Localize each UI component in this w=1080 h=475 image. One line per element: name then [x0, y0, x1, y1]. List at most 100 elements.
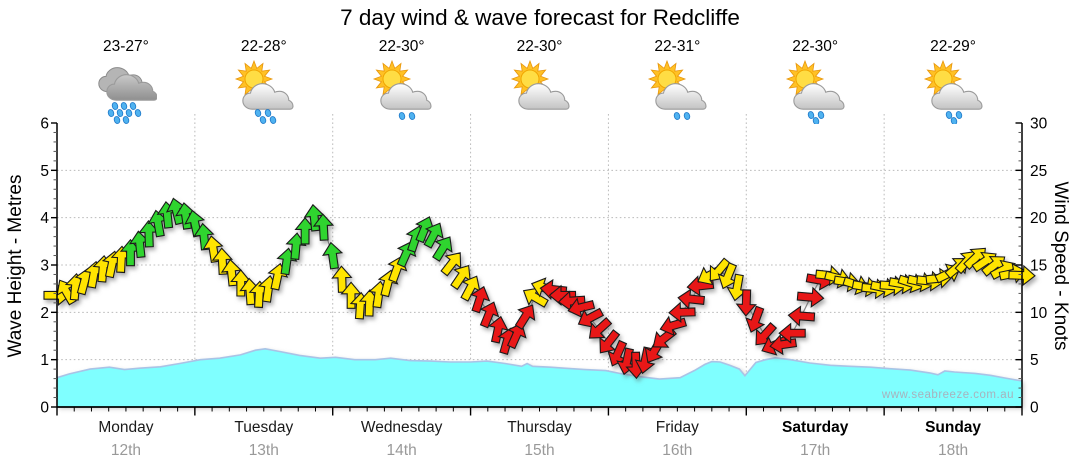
wind-arrow	[487, 315, 509, 344]
raindrop-icon	[259, 116, 266, 124]
cloud-icon	[517, 83, 570, 110]
weather-icon-sun-showers	[786, 60, 845, 124]
right-tick-label: 20	[1030, 210, 1048, 227]
raindrop-icon	[818, 111, 825, 119]
wind-arrow	[796, 286, 825, 308]
left-tick-label: 1	[40, 352, 49, 369]
cloud-icon	[106, 74, 157, 101]
wind-arrow	[787, 305, 816, 327]
wind-arrow	[211, 247, 234, 275]
wind-arrow	[735, 289, 757, 317]
chart-title: 7 day wind & wave forecast for Redcliffe	[340, 5, 740, 30]
wind-arrow	[440, 252, 462, 277]
left-tick-label: 6	[40, 116, 49, 133]
weather-icon-sun-light-shower	[372, 60, 432, 120]
cloud-icon	[931, 83, 983, 110]
raindrop-icon	[120, 102, 128, 110]
weather-icon-sun-showers	[234, 60, 294, 124]
left-tick-label: 5	[40, 163, 49, 180]
day-name-label: Thursday	[507, 419, 572, 436]
wind-arrow	[588, 317, 613, 339]
day-name-label: Saturday	[782, 419, 849, 436]
wind-arrow	[312, 213, 335, 241]
right-tick-label: 25	[1030, 163, 1047, 180]
day-temperature-range: 23-27°	[103, 38, 149, 55]
raindrop-icon	[674, 112, 681, 120]
wind-arrows	[43, 197, 1036, 380]
day-name-label: Tuesday	[234, 419, 294, 436]
raindrop-icon	[950, 117, 958, 124]
wave-height-area	[56, 347, 1023, 407]
raindrop-icon	[684, 112, 691, 120]
raindrop-icon	[134, 109, 142, 117]
day-date-label: 12th	[110, 442, 141, 459]
raindrop-icon	[111, 102, 119, 110]
sun-icon	[923, 60, 963, 99]
wind-arrow	[479, 301, 500, 329]
wind-arrow	[506, 322, 527, 350]
raindrop-icon	[122, 116, 130, 124]
watermark: www.seabreeze.com.au	[881, 389, 1014, 401]
wind-arrow	[668, 301, 696, 323]
day-temperature-range: 22-29°	[930, 38, 976, 55]
tick-labels: 0 1 2 3 4 5 6 0 5 10 15 20 25 30	[40, 116, 1047, 417]
wind-arrow	[432, 236, 453, 262]
day-name-label: Monday	[98, 419, 154, 436]
cloud-icon	[242, 83, 294, 110]
left-tick-label: 0	[40, 400, 49, 417]
weather-icon-sun-showers	[923, 60, 983, 124]
day-date-label: 13th	[248, 442, 279, 459]
day-date-label: 15th	[524, 442, 555, 459]
day-temperature-range: 22-28°	[240, 38, 287, 55]
raindrop-icon	[125, 109, 133, 117]
day-date-label: 17th	[800, 442, 831, 459]
raindrop-icon	[254, 109, 261, 117]
wind-arrow	[469, 285, 491, 314]
wind-arrow	[599, 329, 621, 354]
wind-arrow	[778, 322, 806, 344]
raindrop-icon	[116, 109, 124, 117]
day-temperature-range: 22-30°	[792, 38, 839, 55]
right-tick-label: 30	[1030, 116, 1048, 133]
day-temperature-range: 22-31°	[654, 38, 701, 55]
raindrop-icon	[813, 117, 820, 124]
cloud-icon	[379, 83, 432, 110]
day-temperature-range: 22-30°	[378, 38, 425, 55]
day-temperature-range: 22-30°	[516, 38, 563, 55]
raindrop-icon	[264, 109, 271, 117]
raindrop-icon	[398, 112, 405, 120]
right-tick-label: 15	[1030, 258, 1047, 275]
wind-arrow	[745, 305, 766, 333]
cloud-icon	[655, 83, 707, 110]
day-date-label: 18th	[937, 442, 969, 459]
day-date-label: 16th	[662, 442, 693, 459]
weather-icon-rain	[98, 67, 157, 124]
raindrop-icon	[107, 109, 115, 117]
day-name-label: Sunday	[925, 419, 982, 436]
wind-arrow	[423, 222, 444, 249]
weather-icon-sun-light-shower	[648, 60, 707, 120]
day-name-label: Wednesday	[360, 419, 443, 436]
axes	[51, 122, 1023, 416]
wind-arrow	[322, 241, 344, 270]
raindrop-icon	[945, 111, 953, 119]
left-tick-label: 4	[40, 210, 49, 227]
raindrop-icon	[408, 112, 415, 120]
left-tick-label: 2	[40, 305, 49, 322]
raindrop-icon	[113, 116, 121, 124]
cloud-icon	[793, 83, 845, 110]
left-tick-label: 3	[40, 258, 49, 275]
raindrop-icon	[129, 102, 137, 110]
day-name-label: Friday	[655, 419, 699, 436]
weather-icon-partly-cloudy	[510, 60, 570, 110]
wind-arrow	[677, 288, 706, 310]
wind-arrow	[514, 304, 536, 330]
right-tick-label: 5	[1030, 352, 1039, 369]
raindrop-icon	[269, 116, 276, 124]
raindrop-icon	[808, 111, 815, 119]
raindrop-icon	[955, 111, 963, 119]
right-tick-label: 10	[1030, 305, 1048, 322]
day-date-label: 14th	[386, 442, 417, 459]
